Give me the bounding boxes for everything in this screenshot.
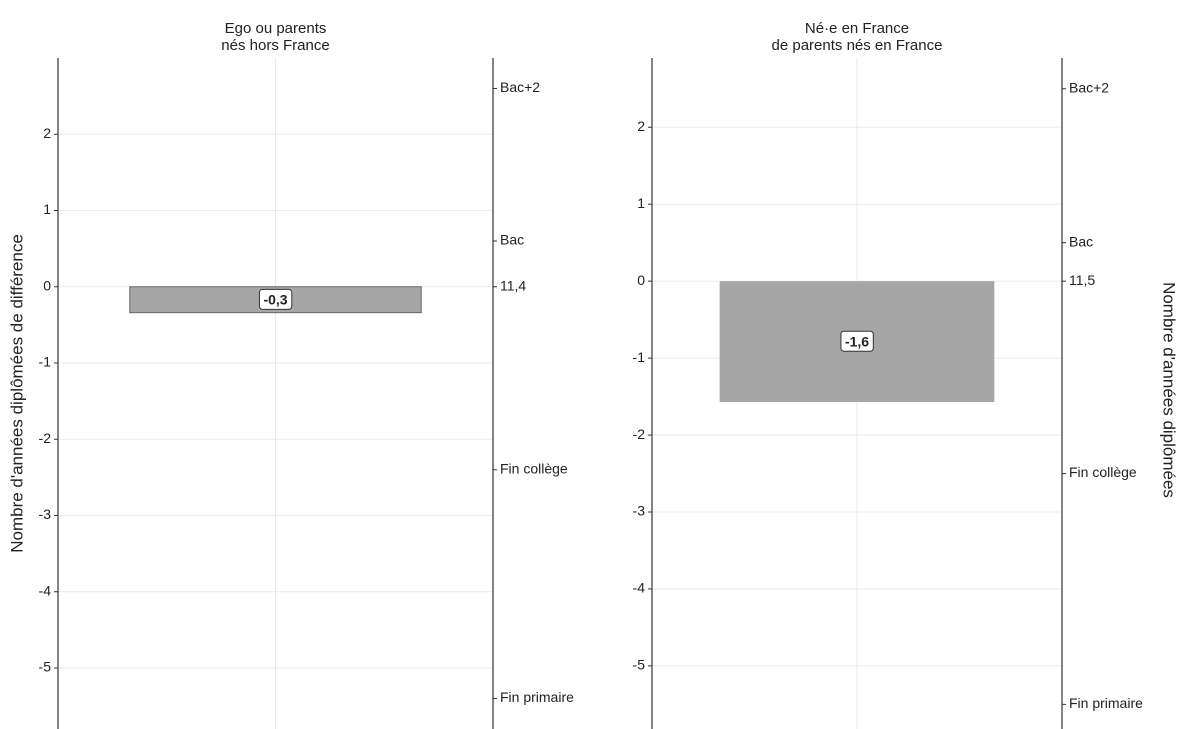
y-axis-title: Nombre d'années diplômées de différence [7, 234, 26, 553]
y-tick-label: 0 [43, 277, 51, 293]
value-label: -0,3 [263, 291, 287, 307]
y2-tick-label: Bac+2 [500, 79, 540, 95]
y-tick-label: -4 [633, 580, 646, 596]
y-tick-label: 1 [43, 201, 51, 217]
y-tick-label: 2 [43, 125, 51, 141]
y2-tick-label: Fin collège [500, 460, 568, 476]
panel-title: Ego ou parents nés hors France [221, 20, 329, 54]
y-tick-label: -3 [39, 506, 52, 522]
y2-tick-label: Bac [1069, 233, 1093, 249]
y2-tick-label: Fin primaire [500, 689, 574, 705]
y2-tick-label: Fin primaire [1069, 695, 1143, 711]
y2-tick-label: 11,5 [1069, 272, 1095, 288]
y-tick-label: 0 [637, 272, 645, 288]
value-label: -1,6 [845, 333, 869, 349]
panel-title: Né·e en France de parents nés en France [772, 20, 943, 54]
value-label-box [258, 288, 293, 310]
y-tick-label: -3 [633, 503, 646, 519]
y2-tick-label: 11,4 [500, 277, 526, 293]
y-tick-label: -1 [633, 349, 646, 365]
y-tick-label: -5 [39, 659, 52, 675]
y-tick-label: -5 [633, 657, 646, 673]
y2-tick-label: Fin collège [1069, 464, 1137, 480]
y2-tick-label: Bac [500, 232, 524, 248]
y2-axis-title: Nombre d'années diplômées [1160, 282, 1179, 498]
y-tick-label: -2 [39, 430, 52, 446]
y-tick-label: 1 [637, 195, 645, 211]
y-tick-label: -2 [633, 426, 646, 442]
y-tick-label: -1 [39, 354, 52, 370]
y2-tick-label: Bac+2 [1069, 79, 1109, 95]
value-label-box [840, 330, 874, 352]
y-tick-label: 2 [637, 118, 645, 134]
y-tick-label: -4 [39, 582, 52, 598]
